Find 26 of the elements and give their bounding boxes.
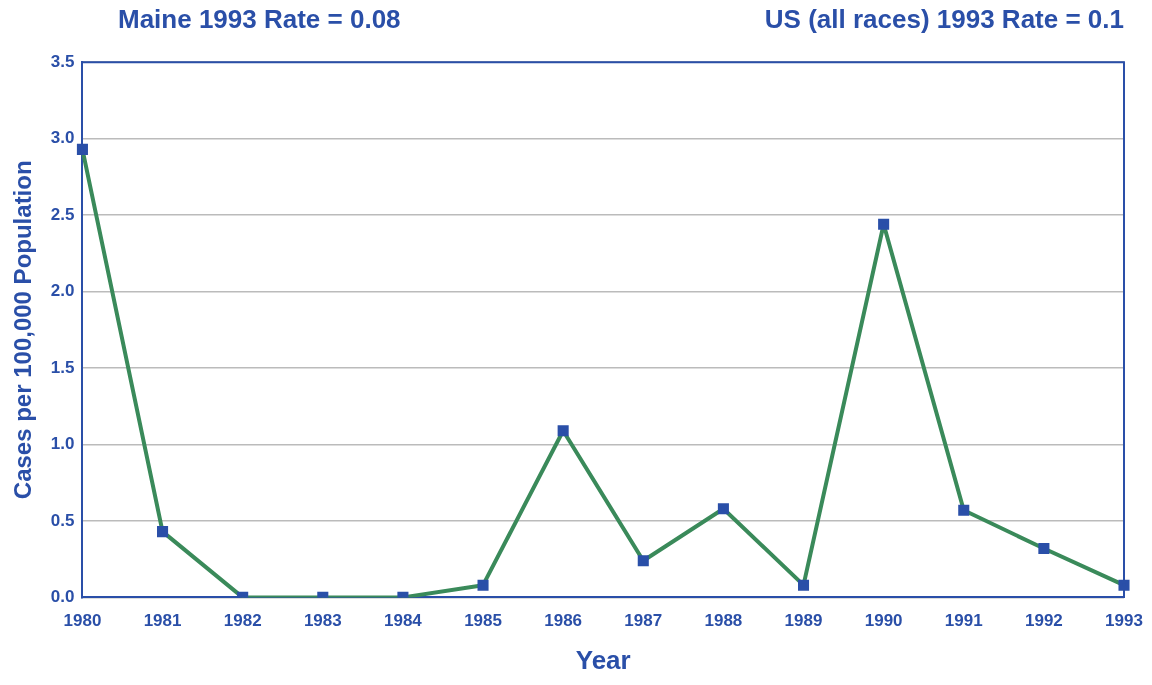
y-tick-label: 2.5 (50, 204, 75, 224)
x-tick-label: 1986 (544, 611, 583, 631)
x-tick-label: 1985 (464, 611, 502, 631)
x-tick-label: 1984 (384, 611, 423, 631)
x-tick-label: 1981 (143, 611, 182, 631)
chart-title: Maine 1993 Rate = 0.08 (118, 4, 401, 36)
chart-subtitle: US (all races) 1993 Rate = 0.1 (764, 4, 1124, 36)
x-tick-label: 1983 (303, 611, 342, 631)
y-tick-label: 0.5 (50, 510, 75, 530)
x-tick-label: 1982 (223, 611, 262, 631)
x-tick-label: 1987 (624, 611, 663, 631)
x-tick-label: 1990 (864, 611, 903, 631)
x-axis-title: Year (575, 644, 631, 675)
y-tick-label: 3.0 (50, 128, 75, 148)
y-tick-label: 1.5 (50, 357, 75, 377)
y-tick-label: 2.0 (50, 281, 75, 301)
x-tick-label: 1988 (704, 611, 743, 631)
x-tick-label: 1980 (63, 611, 102, 631)
y-axis-title: Cases per 100,000 Population (9, 160, 37, 500)
y-tick-label: 0.0 (50, 587, 75, 607)
x-tick-label: 1992 (1024, 611, 1063, 631)
y-tick-label: 3.5 (50, 51, 75, 71)
y-tick-label: 1.0 (50, 434, 75, 454)
x-tick-label: 1991 (944, 611, 983, 631)
x-tick-label: 1989 (784, 611, 823, 631)
x-tick-label: 1993 (1105, 611, 1143, 631)
